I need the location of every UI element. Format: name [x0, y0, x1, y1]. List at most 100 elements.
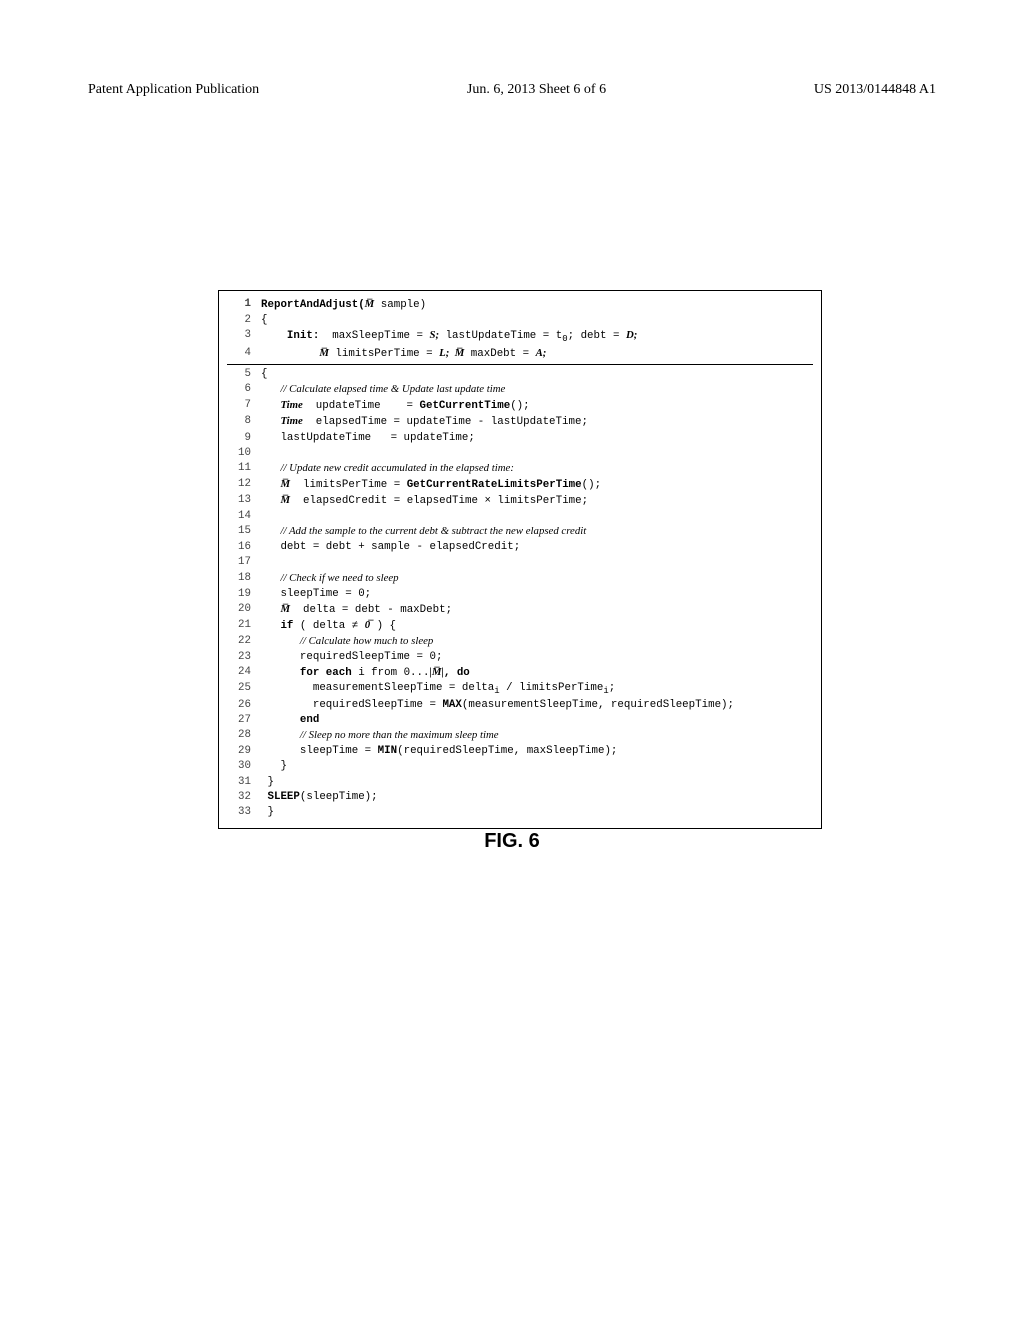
code-line-6: 6 // Calculate elapsed time & Update las…	[227, 382, 813, 398]
header-left: Patent Application Publication	[88, 82, 259, 98]
vec-M2: M̅	[449, 347, 464, 359]
code-line-23: 23 requiredSleepTime = 0;	[227, 650, 813, 665]
lineno: 22	[227, 634, 261, 650]
code-line-21: 21 if ( delta ≠ 0̅ ) {	[227, 618, 813, 634]
lineno: 33	[227, 805, 261, 820]
code-line-17: 17	[227, 555, 813, 570]
fn-sleep: SLEEP	[267, 791, 299, 803]
init-rest3: ; debt =	[568, 330, 626, 342]
lineno: 23	[227, 650, 261, 665]
lineno: 21	[227, 618, 261, 634]
l25c: ;	[609, 682, 615, 694]
code-line-11: 11 // Update new credit accumulated in t…	[227, 461, 813, 477]
lineno: 10	[227, 446, 261, 461]
code-line-7: 7 Time updateTime = GetCurrentTime();	[227, 398, 813, 414]
fn-getcurrenttime: GetCurrentTime	[419, 400, 510, 412]
l31: }	[267, 776, 273, 788]
lineno: 31	[227, 775, 261, 790]
kw-foreach: for each	[300, 667, 352, 679]
lineno: 7	[227, 398, 261, 414]
code-divider	[227, 364, 813, 365]
lineno: 8	[227, 414, 261, 430]
lineno: 9	[227, 431, 261, 446]
fn-max: MAX	[442, 699, 461, 711]
comment: // Calculate how much to sleep	[300, 635, 433, 647]
l16: debt = debt + sample - elapsedCredit;	[280, 541, 520, 553]
lineno: 2	[227, 313, 261, 328]
l8-rest: elapsedTime = updateTime - lastUpdateTim…	[303, 416, 588, 428]
code-line-3: 3 Init: maxSleepTime = S; lastUpdateTime…	[227, 328, 813, 346]
lineno: 4	[227, 346, 261, 362]
lineno: 32	[227, 790, 261, 805]
code-line-13: 13 M̅ elapsedCredit = elapsedTime × limi…	[227, 493, 813, 509]
lineno: 17	[227, 555, 261, 570]
code-line-29: 29 sleepTime = MIN(requiredSleepTime, ma…	[227, 744, 813, 759]
code-line-32: 32 SLEEP(sleepTime);	[227, 790, 813, 805]
code-line-9: 9 lastUpdateTime = updateTime;	[227, 431, 813, 446]
comment: // Calculate elapsed time & Update last …	[280, 383, 505, 395]
lineno: 25	[227, 681, 261, 698]
lineno: 18	[227, 571, 261, 587]
lineno: 6	[227, 382, 261, 398]
lineno: 28	[227, 728, 261, 744]
init-kw: Init:	[287, 330, 319, 342]
vec-M: M̅	[365, 298, 375, 310]
lineno: 14	[227, 509, 261, 524]
l20-rest: delta = debt - maxDebt;	[290, 604, 452, 616]
lineno: 26	[227, 698, 261, 713]
l23: requiredSleepTime = 0;	[300, 651, 443, 663]
kw-time: Time	[280, 399, 302, 411]
l13-rest: elapsedCredit = elapsedTime × limitsPerT…	[290, 495, 588, 507]
l21-rest: ( delta ≠	[293, 620, 364, 632]
init-rest2: lastUpdateTime = t	[439, 330, 562, 342]
lineno: 1	[227, 297, 261, 313]
l12-rest: limitsPerTime =	[290, 479, 407, 491]
code-line-14: 14	[227, 509, 813, 524]
lineno: 29	[227, 744, 261, 759]
code-line-8: 8 Time elapsedTime = updateTime - lastUp…	[227, 414, 813, 430]
lineno: 27	[227, 713, 261, 728]
const-L: L;	[439, 347, 449, 359]
fn-min: MIN	[378, 745, 397, 757]
l24-rest: i from 0...	[352, 667, 430, 679]
page-header: Patent Application Publication Jun. 6, 2…	[88, 82, 936, 98]
figure-caption: FIG. 6	[0, 830, 1024, 853]
header-right: US 2013/0144848 A1	[814, 82, 936, 98]
kw-end: end	[300, 714, 319, 726]
vec-M-norm: |M̅|	[430, 666, 444, 678]
lineno: 24	[227, 665, 261, 681]
kw-time: Time	[280, 415, 302, 427]
lineno: 11	[227, 461, 261, 477]
comment: // Sleep no more than the maximum sleep …	[300, 729, 499, 741]
l7-rest2: ();	[510, 400, 529, 412]
l4-rest2: maxDebt =	[464, 348, 535, 360]
vec-M: M̅	[280, 603, 290, 615]
code-line-16: 16 debt = debt + sample - elapsedCredit;	[227, 540, 813, 555]
l32-rest: (sleepTime);	[300, 791, 378, 803]
comment: // Check if we need to sleep	[280, 572, 398, 584]
code-line-26: 26 requiredSleepTime = MAX(measurementSl…	[227, 698, 813, 713]
code-line-30: 30 }	[227, 759, 813, 774]
code-line-10: 10	[227, 446, 813, 461]
vec-M: M̅	[280, 478, 290, 490]
code-line-18: 18 // Check if we need to sleep	[227, 571, 813, 587]
l12-rest2: ();	[582, 479, 601, 491]
init-rest: maxSleepTime =	[319, 330, 429, 342]
page: Patent Application Publication Jun. 6, 2…	[0, 0, 1024, 1320]
const-A: A;	[536, 347, 547, 359]
vec-M: M̅	[319, 347, 329, 359]
lineno: 13	[227, 493, 261, 509]
code-line-28: 28 // Sleep no more than the maximum sle…	[227, 728, 813, 744]
l25a: measurementSleepTime = delta	[313, 682, 494, 694]
lineno: 5	[227, 367, 261, 382]
code-line-2: 2 {	[227, 313, 813, 328]
code-line-15: 15 // Add the sample to the current debt…	[227, 524, 813, 540]
l4-rest: limitsPerTime =	[329, 348, 439, 360]
code-line-22: 22 // Calculate how much to sleep	[227, 634, 813, 650]
l33: }	[267, 806, 273, 818]
code-line-20: 20 M̅ delta = debt - maxDebt;	[227, 602, 813, 618]
code-line-4: 4 M̅ limitsPerTime = L; M̅ maxDebt = A;	[227, 346, 813, 362]
code-line-31: 31 }	[227, 775, 813, 790]
kw-if: if	[280, 620, 293, 632]
code-line-5: 5 {	[227, 367, 813, 382]
